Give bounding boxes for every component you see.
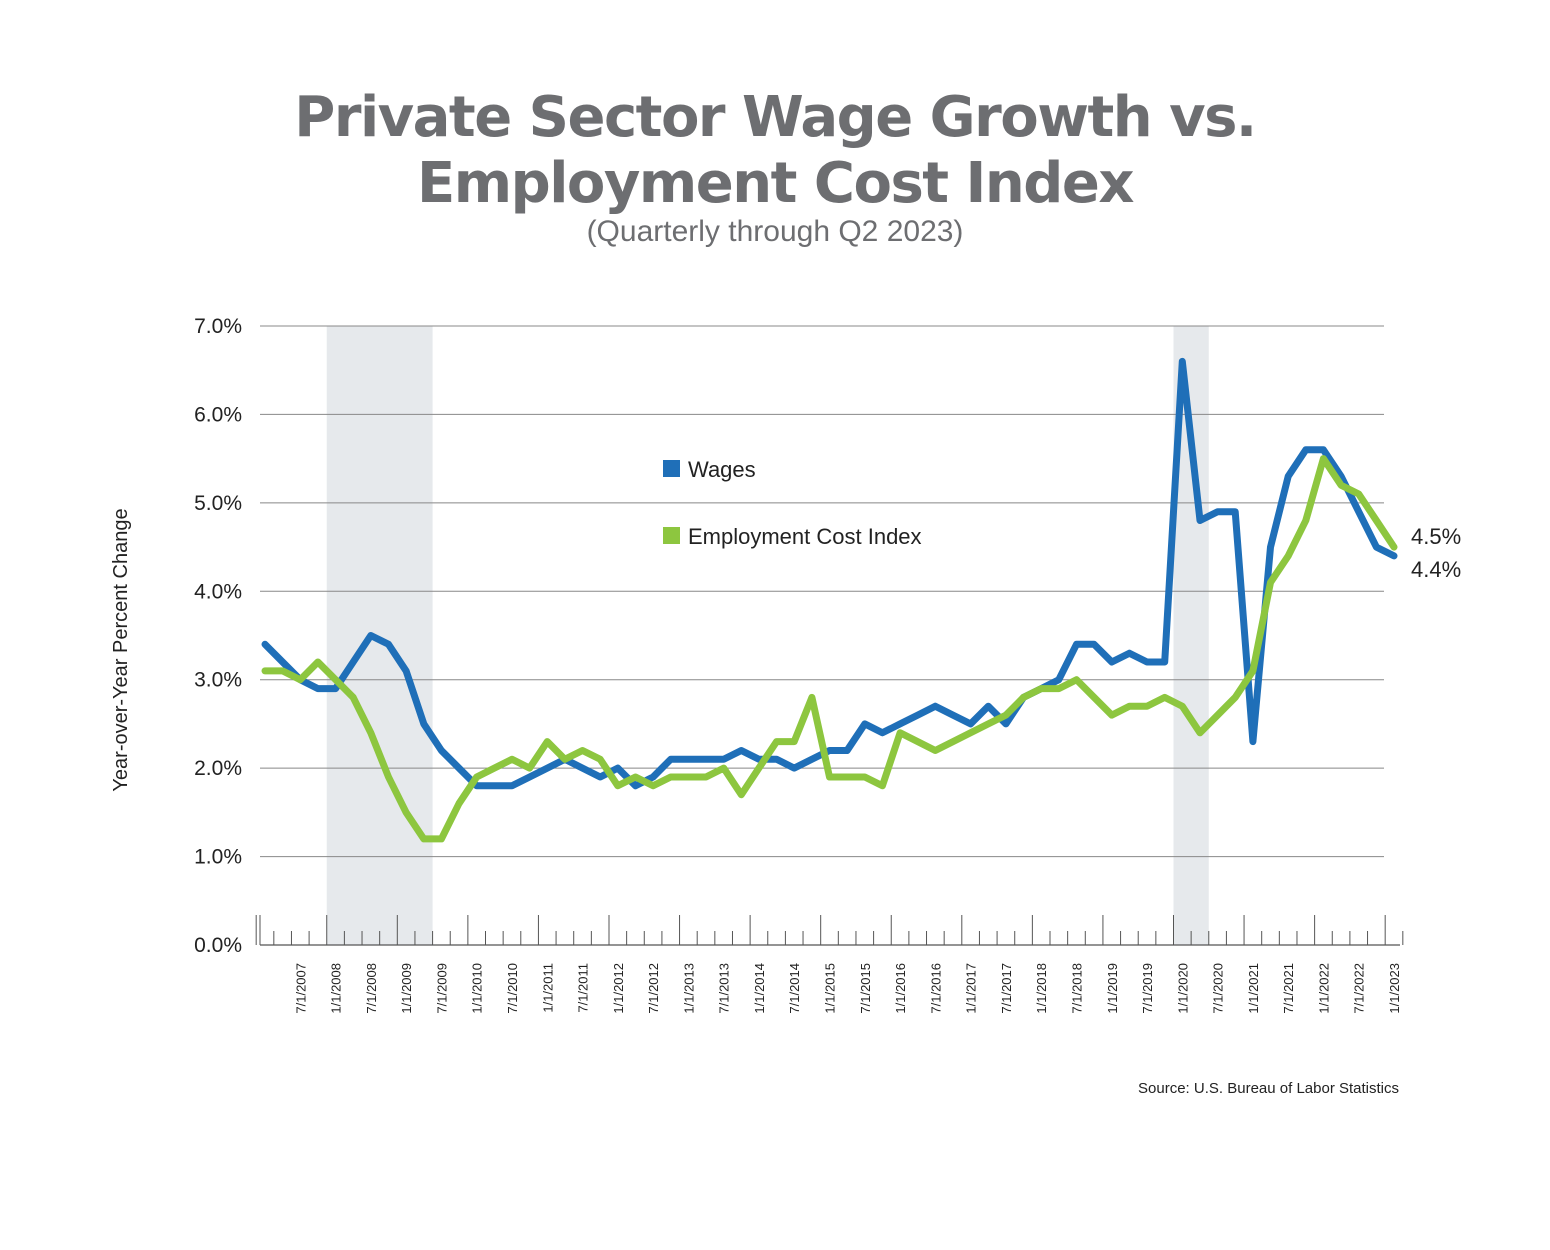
x-tick-label: 7/1/2017 xyxy=(999,963,1014,1014)
recession-bands xyxy=(326,326,1209,945)
x-tick-label: 1/1/2020 xyxy=(1175,963,1190,1014)
y-tick-label: 2.0% xyxy=(194,757,242,780)
source-note: Source: U.S. Bureau of Labor Statistics xyxy=(1138,1080,1399,1097)
y-axis-title: Year-over-Year Percent Change xyxy=(110,508,132,791)
y-tick-label: 3.0% xyxy=(194,669,242,692)
x-tick-label: 7/1/2009 xyxy=(434,963,449,1014)
x-tick-label: 7/1/2010 xyxy=(505,963,520,1014)
x-tick-label: 1/1/2018 xyxy=(1034,963,1049,1014)
x-tick-label: 1/1/2019 xyxy=(1105,963,1120,1014)
x-tick-label: 1/1/2021 xyxy=(1246,963,1261,1014)
wages-end-label: 4.4% xyxy=(1411,557,1461,582)
x-tick-label: 1/1/2022 xyxy=(1316,963,1331,1014)
legend-swatch xyxy=(663,460,680,477)
x-tick-label: 1/1/2013 xyxy=(681,963,696,1014)
eci-line xyxy=(261,455,1398,843)
end-labels: 4.5% 4.4% xyxy=(1411,524,1461,582)
legend-label: Employment Cost Index xyxy=(688,524,922,549)
x-tick-label: 1/1/2023 xyxy=(1387,963,1402,1014)
x-tick-label: 7/1/2020 xyxy=(1211,963,1226,1014)
chart-subtitle: (Quarterly through Q2 2023) xyxy=(586,215,964,248)
x-tick-label: 7/1/2019 xyxy=(1140,963,1155,1014)
y-tick-label: 1.0% xyxy=(194,846,242,869)
legend-label: Wages xyxy=(688,457,756,482)
x-tick-label: 1/1/2008 xyxy=(329,963,344,1014)
x-tick-label: 1/1/2012 xyxy=(611,963,626,1014)
x-tick-label: 7/1/2012 xyxy=(646,963,661,1014)
x-tick-label: 1/1/2009 xyxy=(399,963,414,1014)
legend: Wages Employment Cost Index xyxy=(663,457,922,549)
legend-swatch xyxy=(663,527,680,544)
x-tick-label: 1/1/2014 xyxy=(752,963,767,1014)
y-tick-label: 5.0% xyxy=(194,492,242,515)
y-tick-label: 0.0% xyxy=(194,934,242,957)
x-tick-label: 1/1/2011 xyxy=(540,963,555,1013)
x-tick-label: 7/1/2015 xyxy=(858,963,873,1014)
x-tick-label: 1/1/2017 xyxy=(964,963,979,1014)
legend-item-eci: Employment Cost Index xyxy=(663,524,922,549)
x-axis: 7/1/2007 1/1/2008 7/1/2008 1/1/2009 7/1/2009… xyxy=(255,915,1404,1014)
wages-line xyxy=(261,357,1398,790)
chart-title-line-2: Employment Cost Index xyxy=(417,151,1134,216)
x-tick-label: 7/1/2007 xyxy=(293,963,308,1014)
x-tick-label: 1/1/2010 xyxy=(470,963,485,1014)
x-tick-label: 7/1/2008 xyxy=(364,963,379,1014)
recession-band-1 xyxy=(326,326,433,945)
x-tick-label: 1/1/2015 xyxy=(823,963,838,1014)
y-tick-label: 4.0% xyxy=(194,580,242,603)
x-tick-label: 1/1/2016 xyxy=(893,963,908,1014)
x-tick-label: 7/1/2021 xyxy=(1281,963,1296,1014)
y-axis: 0.0% 1.0% 2.0% 3.0% 4.0% 5.0% 6.0% 7.0% xyxy=(194,315,242,957)
gridlines xyxy=(260,325,1384,858)
y-tick-label: 6.0% xyxy=(194,403,242,426)
y-tick-label: 7.0% xyxy=(194,315,242,338)
legend-item-wages: Wages xyxy=(663,457,756,482)
series-lines xyxy=(261,357,1398,843)
x-tick-label: 7/1/2011 xyxy=(576,963,591,1013)
x-tick-label: 7/1/2013 xyxy=(717,963,732,1014)
chart-title-line-1: Private Sector Wage Growth vs. xyxy=(294,85,1257,150)
x-tick-label: 7/1/2016 xyxy=(928,963,943,1014)
x-tick-label: 7/1/2022 xyxy=(1352,963,1367,1014)
x-tick-label: 7/1/2014 xyxy=(787,963,802,1014)
eci-end-label: 4.5% xyxy=(1411,524,1461,549)
x-tick-label: 7/1/2018 xyxy=(1069,963,1084,1014)
